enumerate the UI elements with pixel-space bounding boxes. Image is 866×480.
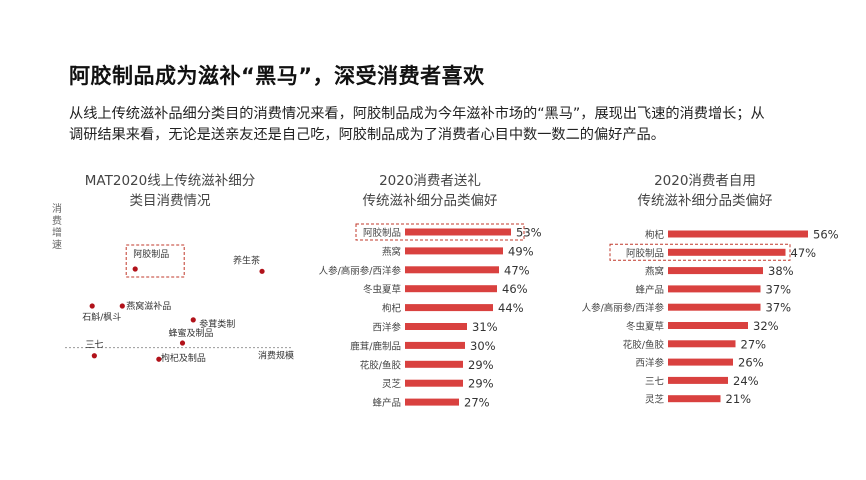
self-use-chart-title: 2020消费者自用 传统滋补细分品类偏好: [605, 171, 805, 211]
scatter-label-燕窝滋补品: 燕窝滋补品: [126, 300, 171, 312]
bar-highlight-box: [355, 223, 525, 241]
bar-value-label: 27%: [741, 337, 767, 351]
scatter-point-三七: [91, 353, 97, 359]
bar-category-label: 冬虫夏草: [626, 321, 664, 333]
page-description: 从线上传统滋补品细分类目的消费情况来看，阿胶制品成为今年滋补市场的“黑马”，展现…: [69, 104, 809, 146]
bar-value-label: 24%: [733, 374, 759, 388]
bar-燕窝: [405, 247, 503, 255]
scatter-x-axis-label: 消费规模: [258, 350, 294, 362]
bar-value-label: 49%: [508, 244, 534, 258]
bar-category-label: 三七: [645, 376, 665, 387]
bar-三七: [668, 376, 728, 384]
bar-冬虫夏草: [668, 322, 748, 329]
bar-category-label: 阿胶制品: [626, 247, 664, 259]
bar-category-label: 鹿茸/鹿制品: [350, 340, 401, 352]
bar-蜂产品: [668, 285, 761, 293]
bar-灵芝: [668, 395, 721, 403]
bar-category-label: 人参/高丽参/西洋参: [582, 302, 665, 314]
bar-人参-高丽参-西洋参: [668, 303, 761, 311]
bar-花胶-鱼胶: [405, 360, 463, 368]
bar-highlight-box: [609, 243, 791, 261]
bar-category-label: 燕窝: [382, 246, 401, 258]
bar-value-label: 30%: [470, 339, 496, 353]
bar-value-label: 37%: [766, 301, 792, 315]
bar-value-label: 44%: [498, 301, 524, 315]
bar-value-label: 53%: [516, 226, 542, 240]
bar-西洋参: [668, 358, 733, 366]
scatter-label-三七: 三七: [85, 340, 103, 351]
scatter-label-枸杞及制品: 枸杞及制品: [161, 352, 206, 364]
bar-枸杞: [668, 230, 808, 238]
bar-value-label: 21%: [726, 392, 752, 406]
scatter-label-参茸类制: 参茸类制: [199, 318, 235, 330]
scatter-point-枸杞及制品: [156, 356, 162, 362]
scatter-point-石斛-枫斗: [89, 303, 95, 309]
bar-category-label: 西洋参: [635, 357, 664, 369]
bar-category-label: 灵芝: [645, 394, 665, 406]
bar-人参-高丽参-西洋参: [405, 266, 499, 274]
self-use-title-line-2: 传统滋补细分品类偏好: [637, 193, 773, 209]
bar-value-label: 29%: [468, 358, 494, 372]
bar-阿胶制品: [405, 228, 511, 236]
scatter-point-参茸类制: [190, 317, 196, 323]
bar-value-label: 27%: [464, 396, 490, 410]
bar-category-label: 阿胶制品: [363, 227, 401, 239]
bar-花胶-鱼胶: [668, 340, 736, 348]
bar-value-label: 31%: [472, 320, 498, 334]
page-title: 阿胶制品成为滋补“黑马”，深受消费者喜欢: [69, 64, 485, 88]
self-use-title-line-1: 2020消费者自用: [654, 173, 756, 189]
bar-category-label: 蜂产品: [372, 397, 401, 409]
scatter-label-阿胶制品: 阿胶制品: [133, 248, 169, 260]
scatter-label-石斛-枫斗: 石斛/枫斗: [82, 311, 121, 323]
bar-category-label: 花胶/鱼胶: [623, 339, 665, 351]
bar-value-label: 26%: [738, 356, 764, 370]
bar-category-label: 人参/高丽参/西洋参: [319, 265, 402, 277]
bar-category-label: 燕窝: [645, 266, 664, 278]
bar-value-label: 47%: [504, 263, 530, 277]
description-line-1: 从线上传统滋补品细分类目的消费情况来看，阿胶制品成为今年滋补市场的“黑马”，展现…: [69, 106, 765, 122]
scatter-point-蜂蜜及制品: [179, 340, 186, 346]
bar-鹿茸-鹿制品: [405, 341, 465, 349]
bar-category-label: 枸杞: [645, 229, 665, 241]
bar-value-label: 32%: [753, 319, 779, 333]
gift-title-line-1: 2020消费者送礼: [379, 173, 481, 189]
bar-category-label: 枸杞: [382, 303, 402, 315]
description-line-2: 调研结果来看，无论是送亲友还是自己吃，阿胶制品成为了消费者心目中数一数二的偏好产…: [69, 127, 665, 143]
bar-category-label: 灵芝: [382, 378, 402, 390]
scatter-label-养生茶: 养生茶: [233, 254, 260, 266]
scatter-y-axis-label: 消费增速: [52, 204, 62, 251]
scatter-point-燕窝滋补品: [119, 303, 125, 309]
bar-category-label: 西洋参: [372, 322, 401, 334]
bar-阿胶制品: [668, 248, 786, 256]
scatter-title-line-1: MAT2020线上传统滋补细分: [84, 173, 256, 189]
gift-chart-title: 2020消费者送礼 传统滋补细分品类偏好: [335, 171, 525, 211]
bar-value-label: 38%: [768, 264, 794, 278]
bar-蜂产品: [405, 398, 459, 406]
scatter-label-蜂蜜及制品: 蜂蜜及制品: [169, 327, 214, 339]
gift-title-line-2: 传统滋补细分品类偏好: [362, 193, 498, 209]
bar-枸杞: [405, 304, 493, 312]
bar-category-label: 冬虫夏草: [363, 284, 401, 296]
bar-value-label: 46%: [502, 282, 528, 296]
bar-value-label: 37%: [766, 282, 792, 296]
bar-冬虫夏草: [405, 285, 497, 293]
scatter-point-养生茶: [259, 268, 265, 274]
bar-西洋参: [405, 323, 467, 330]
bar-灵芝: [405, 379, 463, 387]
bar-value-label: 29%: [468, 377, 494, 391]
bar-value-label: 47%: [791, 246, 817, 260]
scatter-point-阿胶制品: [132, 266, 138, 272]
bar-value-label: 56%: [813, 228, 839, 242]
bar-category-label: 花胶/鱼胶: [360, 359, 402, 371]
scatter-title-line-2: 类目消费情况: [129, 193, 211, 209]
bar-category-label: 蜂产品: [635, 284, 664, 296]
scatter-chart-title: MAT2020线上传统滋补细分 类目消费情况: [70, 171, 270, 211]
bar-燕窝: [668, 267, 763, 275]
